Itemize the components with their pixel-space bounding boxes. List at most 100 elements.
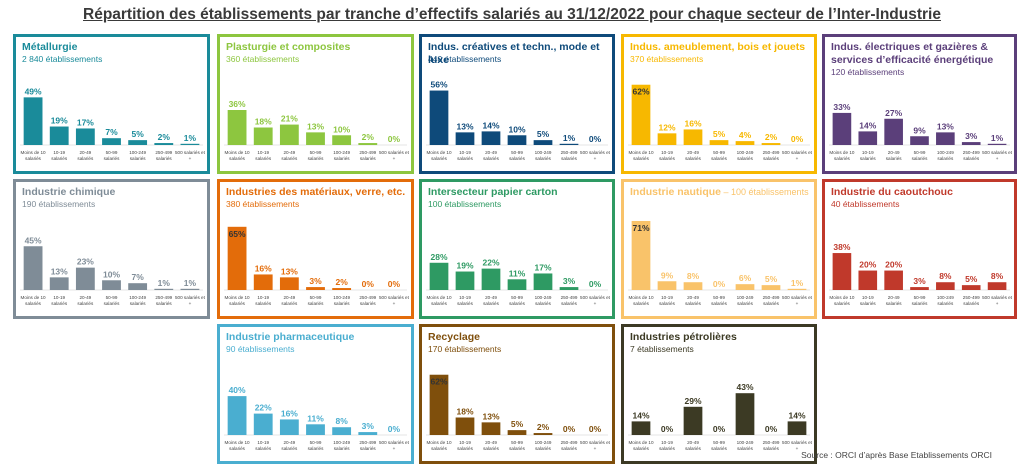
data-label: 1% [991, 133, 1004, 143]
chart-count-label: 100 établissements [428, 199, 502, 209]
bar [481, 422, 501, 435]
x-tick-label: 50-99 salariés [308, 150, 325, 161]
x-tick-label: 10-19 salariés [659, 295, 676, 306]
data-label: 5% [131, 129, 144, 139]
data-label: 4% [739, 130, 752, 140]
data-label: 8% [991, 271, 1004, 281]
data-label: 13% [51, 266, 68, 276]
data-label: 12% [658, 122, 675, 132]
x-tick-label: 100-249 salariés [333, 295, 350, 306]
chart-panel-materiaux: Industries des matériaux, verre, etc. 380… [217, 179, 414, 319]
data-label: 36% [229, 99, 246, 109]
bar [358, 143, 378, 145]
bar [154, 288, 174, 290]
chart-count-label: 370 établissements [630, 54, 704, 64]
x-tick-label: Moins de 10 salariés [426, 150, 451, 161]
chart-title: Métallurgie [22, 41, 203, 54]
data-label: 20% [885, 260, 902, 270]
x-tick-label: 20-49 salariés [483, 440, 500, 451]
x-tick-label: 10-19 salariés [51, 295, 68, 306]
data-label: 22% [255, 403, 272, 413]
x-tick-label: 100-249 salariés [535, 150, 552, 161]
bar [735, 284, 755, 290]
chart-title-text: Indus. ameublement, bois et jouets [630, 41, 806, 53]
bar [49, 277, 69, 290]
bar [884, 118, 903, 145]
bar [455, 132, 475, 145]
bar [253, 127, 273, 145]
chart-count-label: 7 établissements [630, 344, 694, 354]
chart-panel-indus-creatives: Indus. créatives et techn., mode et luxe… [419, 34, 615, 174]
data-label: 14% [632, 410, 649, 420]
bar [735, 393, 755, 435]
bar [253, 413, 273, 435]
x-tick-label: 100-249 salariés [333, 150, 350, 161]
chart-panel-caoutchouc: Industrie du caoutchouc 40 établissements… [822, 179, 1017, 319]
data-label: 71% [632, 223, 649, 233]
bar [279, 277, 299, 290]
x-tick-label: 20-49 salariés [685, 150, 702, 161]
chart-title: Industrie pharmaceutique [226, 331, 407, 344]
chart-panel-electriques: Indus. électriques et gazières & service… [822, 34, 1017, 174]
bar [987, 143, 1007, 145]
data-label: 38% [833, 242, 850, 252]
data-label: 14% [859, 120, 876, 130]
x-tick-label: 250-499 salariés [763, 440, 780, 451]
bar [306, 424, 325, 435]
x-tick-label: 50-99 salariés [308, 440, 325, 451]
bar [936, 132, 955, 145]
bar [858, 270, 878, 290]
bar [533, 273, 553, 290]
bar-chart: 36% Moins de 10 salariés 18% 10-19 salariés 21… [224, 99, 410, 161]
chart-title: Industrie nautique – 100 établissements [630, 186, 810, 199]
bar [910, 287, 929, 290]
x-tick-label: 500 salariés et + [782, 440, 813, 451]
chart-title-text: Indus. électriques et gazières & service… [831, 41, 994, 66]
x-tick-label: 500 salariés et + [379, 295, 410, 306]
chart-panel-plasturgie: Plasturgie et composites 360 établissemen… [217, 34, 414, 174]
data-label: 0% [388, 279, 401, 289]
bar [306, 132, 325, 145]
bar [227, 396, 247, 435]
bar [533, 433, 553, 435]
data-label: 13% [456, 121, 473, 131]
x-tick-label: 100-249 salariés [737, 295, 754, 306]
data-label: 5% [511, 419, 524, 429]
data-label: 17% [77, 117, 94, 127]
data-label: 2% [335, 277, 348, 287]
data-label: 7% [105, 127, 118, 137]
data-label: 13% [482, 411, 499, 421]
x-tick-label: 500 salariés et + [982, 150, 1013, 161]
x-tick-label: 100-249 salariés [333, 440, 350, 451]
data-label: 20% [859, 260, 876, 270]
x-tick-label: Moins de 10 salariés [225, 295, 250, 306]
bar [683, 129, 703, 145]
data-label: 28% [430, 252, 447, 262]
data-label: 19% [51, 116, 68, 126]
x-tick-label: 10-19 salariés [860, 295, 877, 306]
x-tick-label: Moins de 10 salariés [225, 440, 250, 451]
x-tick-label: 250-499 salariés [359, 150, 376, 161]
chart-title: Plasturgie et composites [226, 41, 407, 54]
bar [787, 288, 807, 290]
chart-title-text: Intersecteur papier carton [428, 186, 558, 198]
chart-title: Intersecteur papier carton [428, 186, 608, 199]
x-tick-label: 20-49 salariés [483, 295, 500, 306]
x-tick-label: 250-499 salariés [561, 440, 578, 451]
x-tick-label: 500 salariés et + [782, 295, 813, 306]
bar [102, 280, 121, 290]
data-label: 3% [563, 276, 576, 286]
bar [987, 282, 1007, 290]
x-tick-label: 10-19 salariés [457, 295, 474, 306]
chart-title-text: Métallurgie [22, 41, 78, 53]
chart-title: Industrie chimique [22, 186, 203, 199]
bar [761, 143, 781, 145]
data-label: 8% [687, 271, 700, 281]
x-tick-label: 500 salariés et + [982, 295, 1013, 306]
data-label: 1% [158, 278, 171, 288]
data-label: 16% [255, 263, 272, 273]
data-label: 45% [25, 235, 42, 245]
bar-chart: 45% Moins de 10 salariés 13% 10-19 salariés 23… [20, 235, 206, 306]
bar [227, 110, 247, 145]
data-label: 23% [77, 257, 94, 267]
